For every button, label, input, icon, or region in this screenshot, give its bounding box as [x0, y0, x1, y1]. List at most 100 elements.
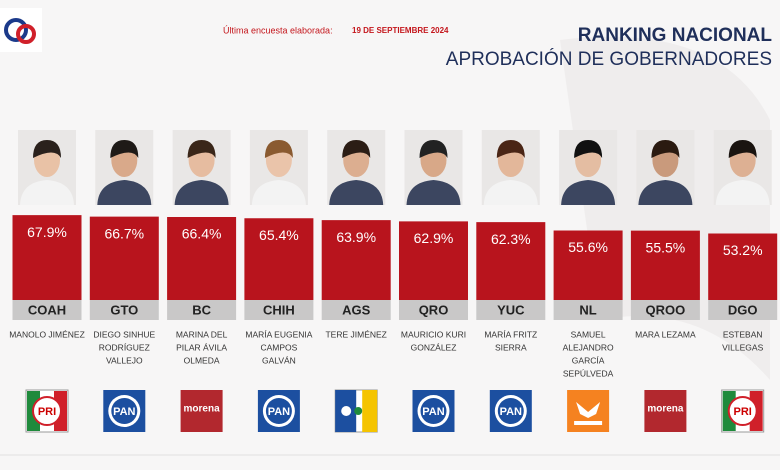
photo-body [715, 180, 770, 205]
bar [708, 233, 778, 300]
bar [244, 218, 314, 300]
governor-name: MARINA DEL [176, 329, 228, 339]
photo-body [483, 180, 538, 205]
category-box [630, 300, 700, 320]
category-label: YUC [497, 302, 525, 317]
value-label: 62.9% [414, 230, 454, 246]
party-logo-mark [354, 407, 363, 415]
governor-name: VALLEJO [106, 355, 143, 365]
party-logo [567, 390, 610, 432]
party-logo [644, 390, 687, 432]
category-box [89, 300, 159, 320]
category-box [553, 300, 623, 320]
party-logo-ring [420, 398, 447, 424]
category-label: QRO [419, 302, 449, 317]
value-label: 55.5% [646, 239, 686, 255]
governor-name: ESTEBAN [723, 329, 763, 339]
category-box [167, 300, 237, 320]
value-label: 55.6% [568, 239, 608, 255]
party-name: morena [647, 404, 684, 415]
governor-name: CAMPOS [260, 342, 297, 352]
chart-title: RANKING NACIONAL [578, 25, 773, 46]
category-box [244, 300, 314, 320]
bar [476, 222, 546, 300]
bar [167, 217, 237, 300]
value-label: 65.4% [259, 227, 299, 243]
category-label: GTO [110, 302, 138, 317]
party-logo-yellow [362, 390, 378, 432]
category-box [708, 300, 778, 320]
photo-body [406, 180, 461, 205]
photo-hair [110, 140, 139, 158]
governor-name: DIEGO SINHUE [93, 329, 155, 339]
party-logo-ring [727, 396, 758, 426]
value-label: 66.7% [104, 225, 144, 241]
governor-name: VILLEGAS [722, 342, 763, 352]
category-label: COAH [28, 302, 66, 317]
party-name: morena [184, 404, 221, 415]
photo-body [20, 180, 74, 205]
value-label: 62.3% [491, 231, 531, 247]
bar [630, 230, 700, 300]
survey-label: Última encuesta elaborada: [223, 25, 333, 35]
party-logo-bird [576, 402, 601, 418]
party-name: PAN [500, 406, 522, 418]
category-label: DGO [728, 302, 758, 317]
bar [321, 220, 391, 300]
photo-hair [496, 140, 525, 158]
party-logo-ring [32, 396, 62, 426]
party-logo-ring [111, 398, 138, 424]
logo-mark [4, 18, 28, 42]
value-label: 66.4% [182, 226, 222, 242]
party-name: PAN [268, 406, 290, 418]
logo-mark [16, 24, 36, 44]
value-label: 67.9% [27, 224, 67, 240]
bar [399, 221, 468, 300]
party-logo-mark [341, 406, 352, 416]
governor-name: MARÍA FRITZ [484, 329, 537, 339]
category-label: NL [579, 302, 596, 317]
governor-name: ALEJANDRO [563, 342, 614, 352]
photo-hair [264, 140, 293, 158]
party-name: PAN [422, 406, 444, 418]
party-logo-ring [497, 398, 524, 424]
governor-name: MAURICIO KURI [401, 329, 466, 339]
governor-name: MARA LEZAMA [635, 329, 696, 339]
party-name: PRI [734, 406, 752, 418]
party-name: PAN [113, 406, 135, 418]
party-logo [180, 390, 223, 432]
photo-hair [651, 140, 680, 158]
chart-subtitle: APROBACIÓN DE GOBERNADORES [446, 48, 772, 70]
governor-name: PILAR ÁVILA [176, 342, 227, 352]
bar [12, 215, 82, 300]
category-label: CHIH [263, 302, 295, 317]
photo-body [174, 180, 229, 205]
photo-body [97, 180, 152, 205]
photo-hair [33, 140, 61, 158]
value-label: 53.2% [723, 242, 763, 258]
photo-body [638, 180, 693, 205]
photo-body [561, 180, 616, 205]
bar [89, 216, 159, 300]
photo-hair [728, 140, 757, 158]
photo-body [251, 180, 306, 205]
bar [553, 230, 623, 300]
photo-hair [187, 140, 216, 158]
governor-name: OLMEDA [184, 355, 220, 365]
survey-date: 19 DE SEPTIEMBRE 2024 [352, 26, 449, 35]
governor-name: GALVÁN [262, 355, 296, 365]
governor-name: MANOLO JIMÉNEZ [9, 329, 85, 339]
category-box [399, 300, 468, 320]
value-label: 63.9% [336, 229, 376, 245]
category-box [12, 300, 82, 320]
category-box [321, 300, 391, 320]
category-label: AGS [342, 302, 371, 317]
photo-hair [419, 140, 448, 158]
governor-name: SAMUEL [571, 329, 606, 339]
party-logo-band [574, 421, 603, 425]
photo-body [329, 180, 384, 205]
governor-name: MARÍA EUGENIA [245, 329, 312, 339]
photo-hair [342, 140, 371, 158]
governor-name: GONZÁLEZ [411, 342, 457, 352]
